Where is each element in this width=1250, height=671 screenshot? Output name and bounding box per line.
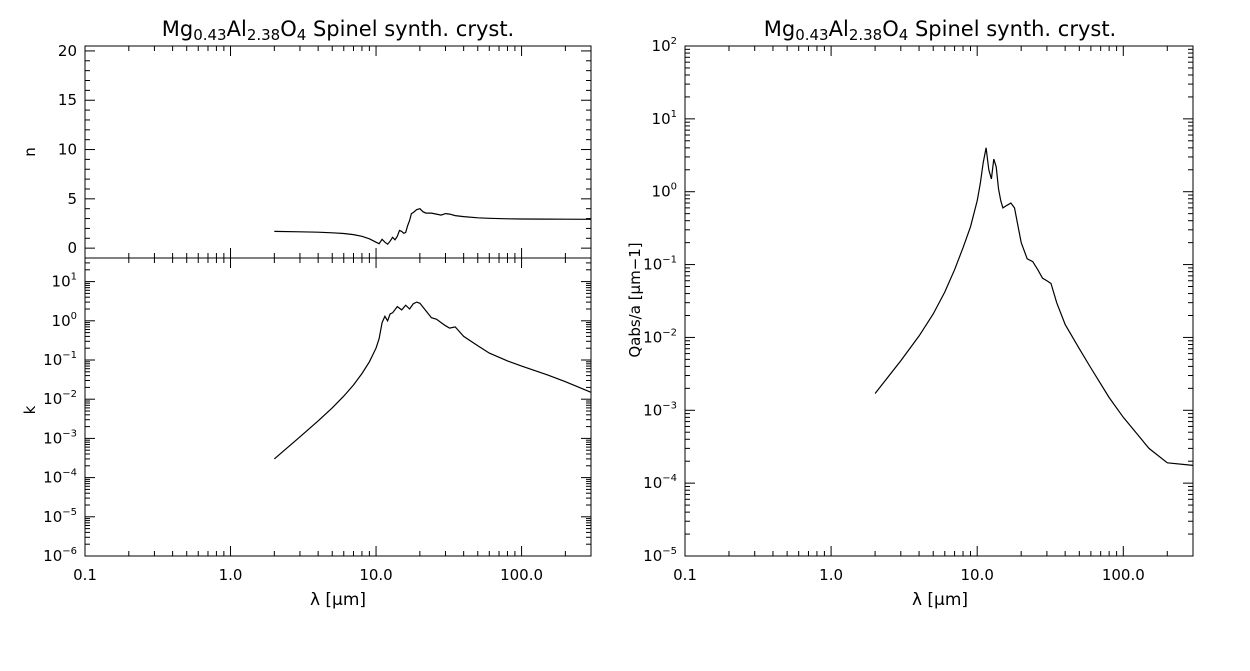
q-curve: [874, 147, 1194, 466]
y-tick-label: 101: [652, 109, 677, 128]
panel-q-frame: [684, 45, 1194, 557]
y-tick-label: 15: [58, 91, 77, 109]
panel-k-ylabel: k: [21, 405, 39, 414]
panel-n: 0 5 10 15 20 n Mg0.43Al2.38O4 Spinel synth. …: [21, 17, 592, 259]
y-tick-label: 102: [652, 36, 677, 55]
y-tick-label: 100: [652, 182, 677, 201]
x-tick-label: 100.0: [500, 566, 543, 584]
panel-k-ticks: 0.1 1.0 10.0 100.0 101 100 10−1 10−2 10−3 10−4 10−…: [43, 257, 592, 584]
y-tick-label: 100: [52, 311, 77, 330]
y-tick-label: 10: [58, 141, 77, 159]
y-tick-label: 10−5: [43, 507, 77, 526]
y-tick-label: 20: [58, 42, 77, 60]
y-tick-label: 10−2: [43, 389, 77, 408]
panel-q-xlabel: λ [μm]: [912, 590, 968, 610]
panel-n-ylabel: n: [21, 147, 39, 157]
x-tick-label: 0.1: [673, 566, 697, 584]
y-tick-label: 5: [67, 190, 77, 208]
x-tick-label: 1.0: [819, 566, 843, 584]
y-tick-label: 10−3: [43, 428, 77, 447]
y-tick-label: 10−4: [643, 473, 677, 492]
x-tick-label: 0.1: [73, 566, 97, 584]
y-tick-label: 10−1: [43, 350, 77, 369]
panel-q-ylabel: Qabs/a [μm−1]: [626, 242, 644, 357]
y-tick-label: 10−4: [43, 468, 77, 487]
y-tick-label: 10−6: [43, 546, 77, 565]
x-tick-label: 10.0: [359, 566, 392, 584]
x-tick-label: 10.0: [960, 566, 993, 584]
x-tick-label: 1.0: [219, 566, 243, 584]
k-curve: [273, 301, 592, 460]
y-tick-label: 10−2: [643, 327, 677, 346]
panel-k: 0.1 1.0 10.0 100.0 101 100 10−1 10−2 10−3 10−4 10−…: [21, 257, 592, 610]
y-tick-label: 10−3: [643, 400, 677, 419]
panel-q: 0.1 1.0 10.0 100.0 102 101 100 10−1 10−2 10−3 10−4…: [626, 17, 1194, 610]
y-tick-label: 101: [52, 272, 77, 291]
y-tick-label: 10−5: [643, 546, 677, 565]
right-title: Mg0.43Al2.38O4 Spinel synth. cryst.: [764, 17, 1117, 44]
panel-k-frame: [84, 257, 592, 557]
panel-k-xlabel: λ [μm]: [310, 590, 366, 610]
n-curve: [274, 208, 592, 246]
y-tick-label: 10−1: [643, 255, 677, 274]
left-title: Mg0.43Al2.38O4 Spinel synth. cryst.: [162, 17, 515, 44]
panel-n-frame: [84, 45, 592, 259]
panel-n-ticks: 0 5 10 15 20: [58, 42, 592, 259]
panel-q-ticks: 0.1 1.0 10.0 100.0 102 101 100 10−1 10−2 10−3 10−4…: [643, 36, 1194, 584]
y-tick-label: 0: [67, 239, 77, 257]
x-tick-label: 100.0: [1102, 566, 1145, 584]
